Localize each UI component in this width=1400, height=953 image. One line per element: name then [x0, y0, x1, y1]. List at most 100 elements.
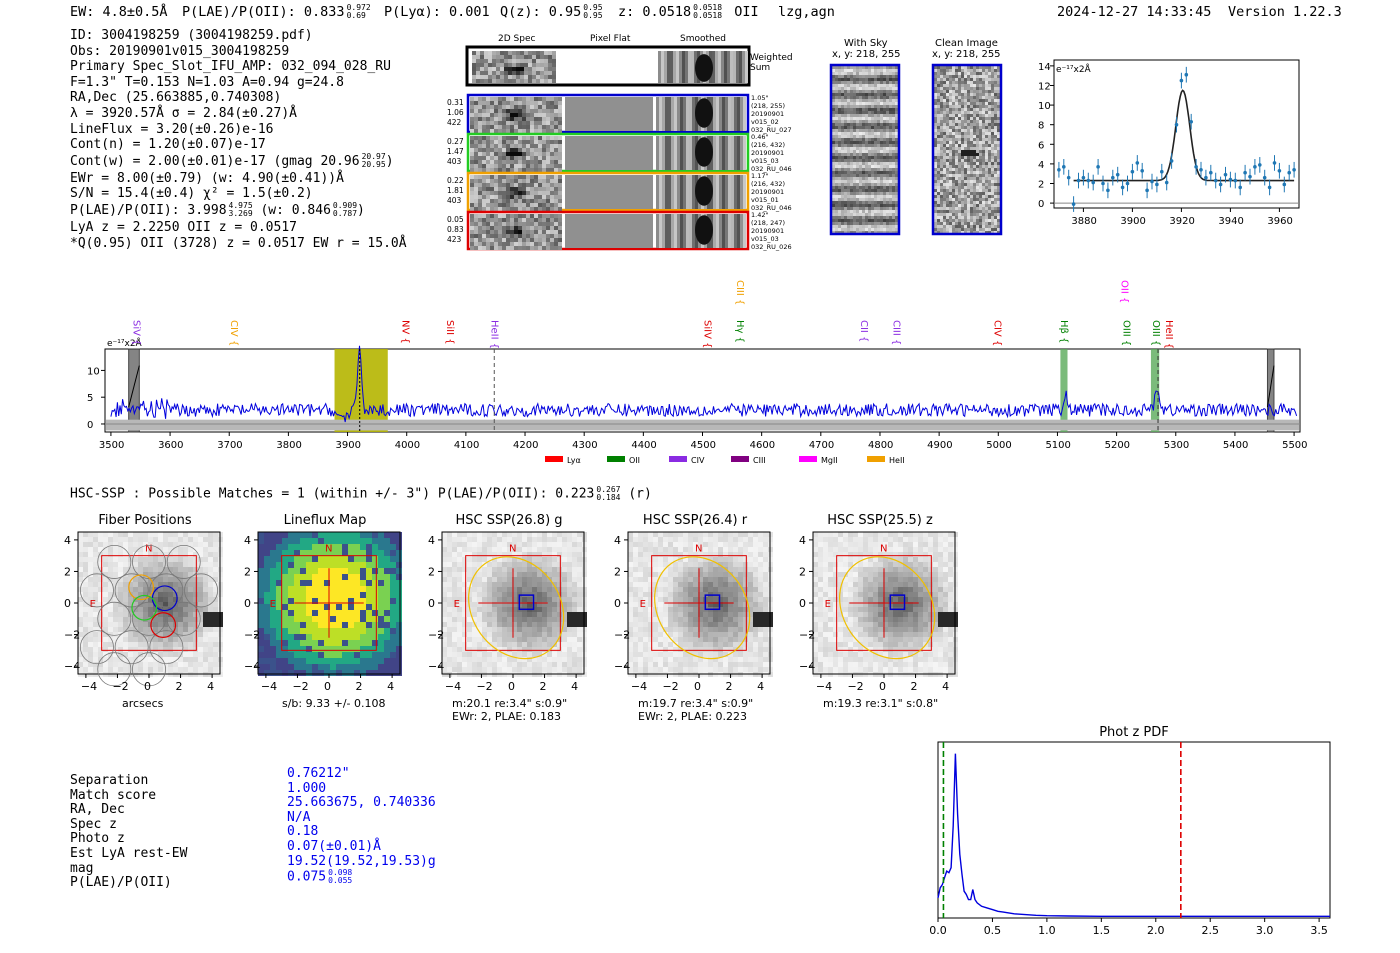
- zoom-data-point: [1081, 175, 1086, 180]
- cutout-fiber-info: 1.05" (218, 255) 20190901 v015_02 032_RU_027: [751, 94, 792, 134]
- aperture-box: [101, 555, 197, 651]
- north-label: N: [145, 544, 152, 555]
- panel-ytick-label: 4: [799, 534, 806, 547]
- wide-legend-swatch: [669, 456, 687, 462]
- wide-xtick-label: 4100: [454, 440, 479, 451]
- clean-image-title: Clean Image: [935, 38, 998, 49]
- sky-background: [628, 532, 773, 677]
- wide-legend-label: CIV: [691, 456, 705, 465]
- match-label: Match score: [70, 787, 157, 803]
- zoom-data-point: [1150, 179, 1154, 184]
- fiber-circle: [184, 573, 219, 608]
- pdf-xtick-label: 3.0: [1256, 924, 1274, 937]
- galaxy-ellipse: [468, 556, 565, 660]
- counterpart-box: [704, 594, 721, 611]
- svg-text:CIV {: CIV {: [991, 320, 1002, 346]
- cutout-smooth: [656, 136, 746, 170]
- wide-legend-swatch: [799, 456, 817, 462]
- wide-legend-swatch: [731, 456, 749, 462]
- zoom-data-point: [1101, 181, 1105, 186]
- panel-xtick-label: 4: [942, 680, 949, 693]
- panel-xtick-label: 0: [694, 680, 701, 693]
- panel-ytick-label: −2: [244, 629, 260, 642]
- info-id: ID: 3004198259 (3004198259.pdf): [70, 28, 313, 43]
- wide-masked-hatch: [128, 365, 140, 408]
- panel-image-hsc: N E 4 −4 2 −2 0 0 −2 2 −4 4: [799, 531, 958, 693]
- zoom-data-point: [1277, 168, 1282, 173]
- sky-cutouts: [829, 63, 1003, 236]
- panel-caption: EWr: 2, PLAE: 0.183: [452, 710, 562, 723]
- svg-text:CII {: CII {: [858, 320, 869, 342]
- wide-xtick-label: 4400: [631, 440, 656, 451]
- wide-line-label: CIV {: [991, 320, 1002, 346]
- cutout-2d: [470, 136, 562, 172]
- clean-image-xy: x, y: 218, 255: [932, 49, 1001, 60]
- zoom-data-point: [1233, 178, 1238, 183]
- highlight-fiber: [131, 594, 158, 621]
- panel-title: HSC SSP(26.4) r: [642, 513, 748, 528]
- counterpart-box: [518, 594, 535, 611]
- zoom-ytick-label: 4: [1038, 160, 1044, 171]
- zoom-data-point: [1125, 181, 1130, 186]
- wide-legend-label: Lyα: [567, 456, 581, 465]
- panel-ytick-label: 4: [614, 534, 621, 547]
- weighted-smooth: [658, 51, 748, 83]
- zoom-data-point: [1218, 182, 1223, 187]
- zoom-data-point: [1164, 180, 1169, 185]
- east-label: E: [825, 599, 831, 610]
- wide-masked-band: [1266, 348, 1275, 433]
- panel-ytick-label: 0: [614, 597, 621, 610]
- panel-title: Fiber Positions: [98, 513, 192, 528]
- fiber-circle: [149, 630, 184, 665]
- panel-xtick-label: 2: [176, 680, 183, 693]
- col-2d-spec: 2D Spec: [498, 34, 536, 44]
- header-timestamp: 2024-12-27 14:33:45: [1057, 4, 1212, 20]
- panel-xtick-label: 2: [726, 680, 733, 693]
- fiber-circle: [166, 601, 201, 636]
- zoom-data-point: [1179, 78, 1184, 83]
- zoom-data-point: [1145, 188, 1149, 193]
- north-label: N: [509, 544, 516, 555]
- zoom-data-point: [1066, 175, 1071, 180]
- zoom-data-point: [1160, 169, 1164, 174]
- panel-ytick-label: 2: [428, 565, 435, 578]
- fiber-circle: [97, 652, 132, 687]
- panel-image-fiber: N E 4 −4 2 −2 0 0 −2 2 −4 4: [64, 531, 223, 693]
- svg-text:OIII {: OIII {: [1120, 320, 1131, 346]
- cutout-2d: [470, 97, 562, 133]
- match-label: RA, Dec: [70, 802, 125, 818]
- east-label: E: [270, 599, 276, 610]
- svg-text:SiV {: SiV {: [131, 320, 142, 346]
- info-quality: *Q(0.95) OII (3728) z = 0.0517 EW r = 15…: [70, 235, 407, 251]
- zoom-data-point: [1174, 122, 1179, 127]
- header-plae: P(LAE)/P(OII): 0.833 0.972 0.69: [182, 3, 371, 21]
- panel-caption: s/b: 9.33 +/- 0.108: [282, 697, 386, 710]
- wide-green-band: [1060, 349, 1068, 432]
- header-qz: Q(z): 0.95 0.95 0.95: [500, 3, 603, 21]
- panel-xtick-label: 4: [571, 680, 578, 693]
- cutout-flat: [565, 175, 653, 209]
- wide-xtick-label: 3700: [217, 440, 242, 451]
- info-radec: RA,Dec (25.663885,0.740308): [70, 90, 282, 106]
- cutout-stats: 0.22 1.81 403: [447, 176, 464, 205]
- north-label: N: [880, 544, 887, 555]
- zoom-xtick-label: 3920: [1169, 216, 1194, 227]
- header-flags: lzg,agn: [778, 4, 835, 20]
- north-label: N: [325, 544, 332, 555]
- zoom-ytick-label: 12: [1038, 81, 1051, 92]
- panel-caption: m:20.1 re:3.4" s:0.9": [452, 697, 568, 710]
- zoom-xtick-label: 3940: [1218, 216, 1243, 227]
- zoom-data-point: [1062, 165, 1066, 169]
- with-sky-frame: [829, 63, 901, 236]
- pdf-xtick-label: 1.5: [1093, 924, 1111, 937]
- fiber-circle: [132, 652, 166, 687]
- svg-text:Hγ {: Hγ {: [734, 320, 745, 343]
- pdf-title: Phot z PDF: [1099, 725, 1169, 740]
- wide-line-label: HeII {: [1163, 320, 1174, 349]
- col-smoothed: Smoothed: [680, 34, 726, 44]
- zoom-data-point: [1076, 178, 1081, 183]
- panel-ytick-label: −4: [614, 660, 630, 673]
- panel-ytick-label: 2: [614, 565, 621, 578]
- panel-ytick-label: −2: [614, 629, 630, 642]
